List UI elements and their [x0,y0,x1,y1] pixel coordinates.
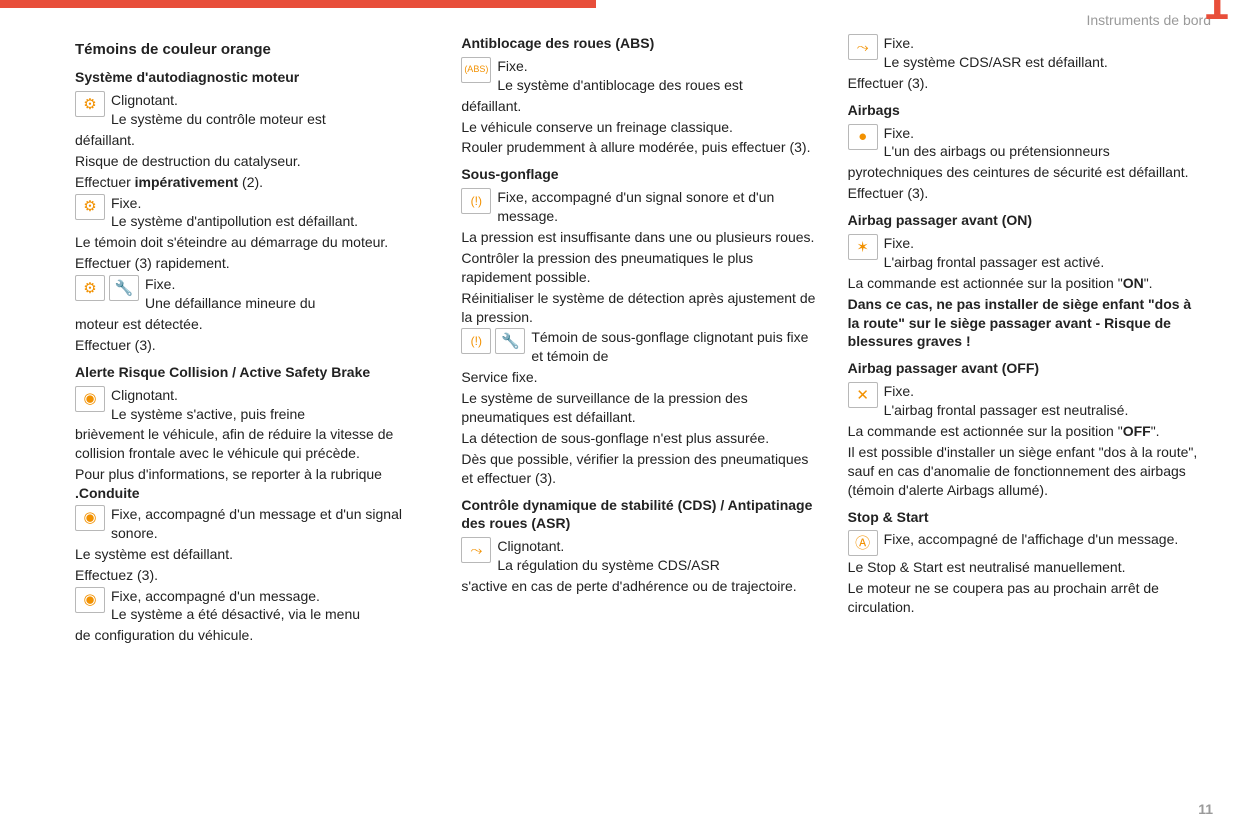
indicator-state: Fixe. [145,275,433,294]
column-2: Antiblocage des roues (ABS) (ABS) Fixe. … [461,34,819,647]
column-3: ⤳ Fixe. Le système CDS/ASR est défaillan… [848,34,1206,647]
indicator-desc: Le système a été désactivé, via le menu [111,605,433,624]
esc-icon: ⤳ [461,537,491,563]
engine-diag-heading: Système d'autodiagnostic moteur [75,68,433,87]
indicator-desc: Le système CDS/ASR est défaillant. [884,53,1206,72]
indicator-desc: L'airbag frontal passager est activé. [884,253,1206,272]
esc-heading: Contrôle dynamique de stabilité (CDS) / … [461,496,819,534]
indicator-desc: Une défaillance mineure du [145,294,433,313]
indicator-desc: Le système de surveillance de la pressio… [461,389,819,427]
collision-icon: ◉ [75,587,105,613]
indicator-state: Fixe. [884,234,1206,253]
indicator-desc: de configuration du véhicule. [75,626,433,645]
airbags-heading: Airbags [848,101,1206,120]
airbag-on-icon: ✶ [848,234,878,260]
indicator-desc: Le système d'antipollution est défaillan… [111,212,433,231]
abs-icon: (ABS) [461,57,491,83]
indicator-desc: Le témoin doit s'éteindre au démarrage d… [75,233,433,252]
column-1: Témoins de couleur orange Système d'auto… [75,34,433,647]
indicator-state: Fixe. [884,382,1206,401]
stopstart-icon: Ⓐ [848,530,878,556]
indicator-desc: La détection de sous-gonflage n'est plus… [461,429,819,448]
indicator-state: Fixe. [884,124,1206,143]
esc-icon: ⤳ [848,34,878,60]
indicator-action: Effectuer (3). [75,336,433,355]
orange-indicators-title: Témoins de couleur orange [75,40,433,60]
indicator-desc: moteur est détectée. [75,315,433,334]
indicator-desc: Contrôler la pression des pneumatiques l… [461,249,819,287]
wrench-icon: 🔧 [109,275,139,301]
wrench-icon: 🔧 [495,328,525,354]
indicator-action: Effectuer (3). [848,184,1206,203]
tyre-icon: (!) [461,188,491,214]
collision-icon: ◉ [75,386,105,412]
indicator-state: Fixe, accompagné d'un message et d'un si… [111,505,433,543]
engine-icon: ⚙ [75,275,105,301]
indicator-warning: Dans ce cas, ne pas installer de siège e… [848,295,1206,352]
indicator-state: Fixe. [497,57,819,76]
indicator-state: Fixe, accompagné d'un message. [111,587,433,606]
tyre-icon: (!) [461,328,491,354]
indicator-desc: pyrotechniques des ceintures de sécurité… [848,163,1206,182]
abs-heading: Antiblocage des roues (ABS) [461,34,819,53]
airbag-off-heading: Airbag passager avant (OFF) [848,359,1206,378]
indicator-state: Clignotant. [111,386,433,405]
indicator-action: Effectuer (3) rapidement. [75,254,433,273]
collision-icon: ◉ [75,505,105,531]
indicator-desc: Il est possible d'installer un siège enf… [848,443,1206,500]
stopstart-heading: Stop & Start [848,508,1206,527]
indicator-state: Fixe, accompagné d'un signal sonore et d… [497,188,819,226]
indicator-desc: Le système s'active, puis freine [111,405,433,424]
indicator-state: Clignotant. [497,537,819,556]
indicator-action: Réinitialiser le système de détection ap… [461,289,819,327]
indicator-action: Rouler prudemment à allure modérée, puis… [461,138,819,157]
tyre-heading: Sous-gonflage [461,165,819,184]
indicator-desc: défaillant. [75,131,433,150]
indicator-desc: Le Stop & Start est neutralisé manuellem… [848,558,1206,577]
indicator-desc: Le système est défaillant. [75,545,433,564]
chapter-number: 1 [1203,0,1229,30]
indicator-action: Effectuez (3). [75,566,433,585]
engine-icon: ⚙ [75,91,105,117]
indicator-desc: brièvement le véhicule, afin de réduire … [75,425,433,463]
collision-heading: Alerte Risque Collision / Active Safety … [75,363,433,382]
indicator-state: Clignotant. [111,91,433,110]
indicator-desc: Pour plus d'informations, se reporter à … [75,465,433,503]
indicator-action: Effectuer (3). [848,74,1206,93]
engine-icon: ⚙ [75,194,105,220]
indicator-action: Dès que possible, vérifier la pression d… [461,450,819,488]
indicator-desc: défaillant. [461,97,819,116]
airbag-icon: ● [848,124,878,150]
indicator-state: Fixe. [111,194,433,213]
accent-bar [0,0,596,8]
indicator-desc: La régulation du système CDS/ASR [497,556,819,575]
indicator-desc: Le système d'antiblocage des roues est [497,76,819,95]
indicator-desc: Le véhicule conserve un freinage classiq… [461,118,819,137]
indicator-desc: La commande est actionnée sur la positio… [848,422,1206,441]
indicator-desc: Le système du contrôle moteur est [111,110,433,129]
indicator-desc: Risque de destruction du catalyseur. [75,152,433,171]
indicator-state: Fixe. [884,34,1206,53]
indicator-desc: La commande est actionnée sur la positio… [848,274,1206,293]
indicator-desc: L'airbag frontal passager est neutralisé… [884,401,1206,420]
airbag-off-icon: ✕ [848,382,878,408]
indicator-desc: L'un des airbags ou prétensionneurs [884,142,1206,161]
indicator-action: Effectuer impérativement (2). [75,173,433,192]
page-number: 11 [1198,801,1213,817]
indicator-desc: Le moteur ne se coupera pas au prochain … [848,579,1206,617]
indicator-state: Témoin de sous-gonflage clignotant puis … [531,328,819,366]
indicator-desc: s'active en cas de perte d'adhérence ou … [461,577,819,596]
indicator-desc: La pression est insuffisante dans une ou… [461,228,819,247]
section-header: Instruments de bord [1086,12,1211,28]
airbag-on-heading: Airbag passager avant (ON) [848,211,1206,230]
indicator-desc: Service fixe. [461,368,819,387]
indicator-state: Fixe, accompagné de l'affichage d'un mes… [884,530,1206,549]
